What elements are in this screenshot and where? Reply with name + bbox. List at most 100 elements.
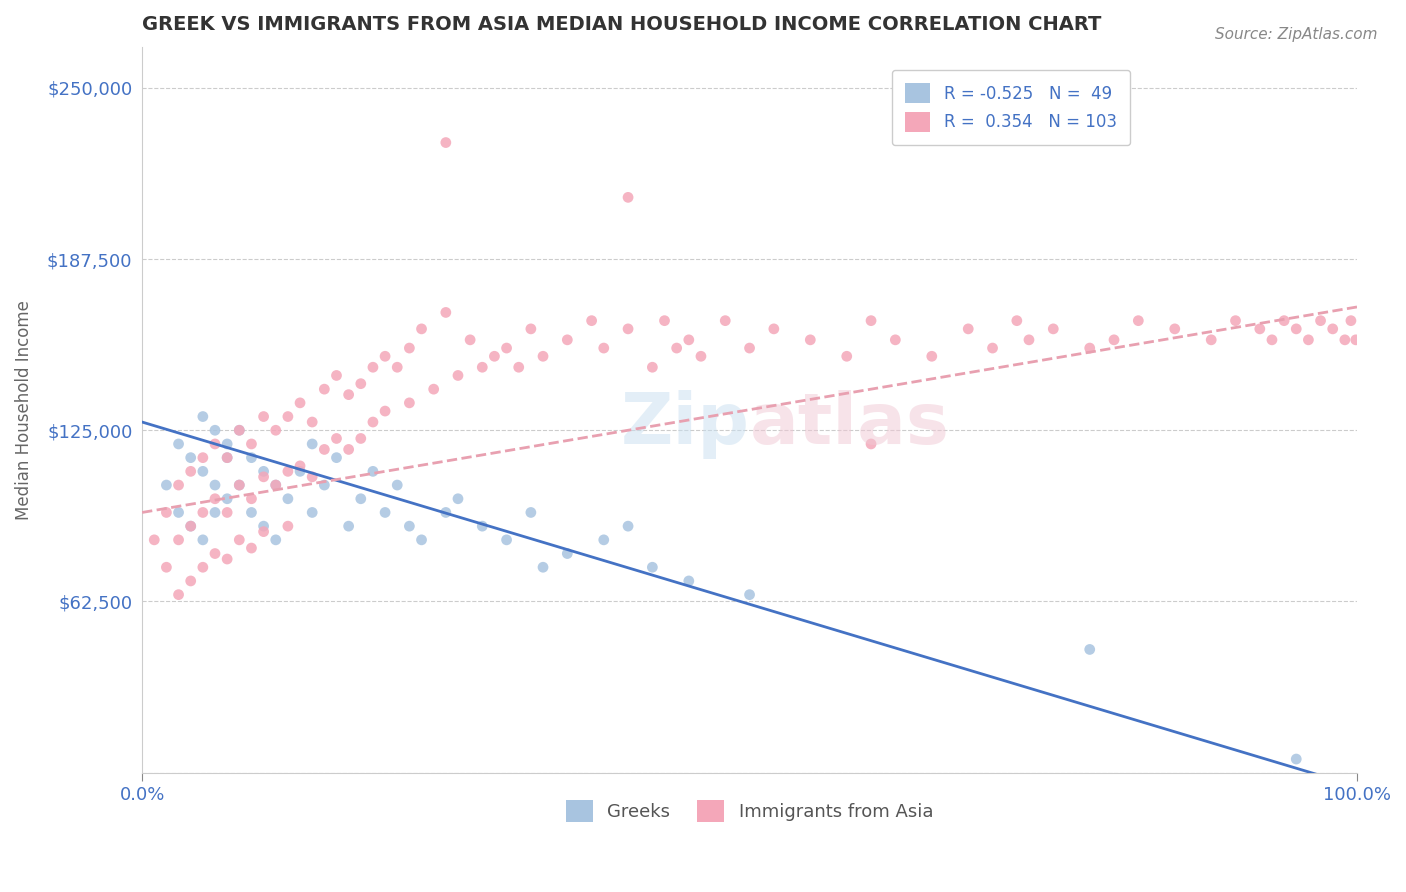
Point — [1225, 313, 1247, 327]
Point — [860, 437, 883, 451]
Point — [277, 491, 299, 506]
Point — [240, 505, 263, 519]
Point — [520, 505, 543, 519]
Point — [143, 533, 166, 547]
Point — [252, 470, 274, 484]
Point — [1261, 333, 1284, 347]
Point — [204, 505, 226, 519]
Point — [678, 574, 700, 588]
Point — [228, 423, 250, 437]
Point — [240, 437, 263, 451]
Point — [738, 341, 761, 355]
Point — [288, 464, 311, 478]
Point — [264, 533, 287, 547]
Point — [180, 519, 202, 533]
Point — [387, 478, 409, 492]
Point — [167, 437, 190, 451]
Point — [228, 478, 250, 492]
Point — [484, 349, 506, 363]
Point — [252, 524, 274, 539]
Point — [1340, 313, 1362, 327]
Point — [350, 491, 373, 506]
Point — [1334, 333, 1357, 347]
Point — [1078, 341, 1101, 355]
Point — [411, 533, 433, 547]
Point — [240, 491, 263, 506]
Point — [411, 322, 433, 336]
Point — [264, 423, 287, 437]
Point — [1005, 313, 1028, 327]
Point — [1322, 322, 1344, 336]
Point — [738, 588, 761, 602]
Point — [957, 322, 980, 336]
Point — [240, 541, 263, 555]
Point — [557, 547, 579, 561]
Point — [762, 322, 785, 336]
Point — [690, 349, 713, 363]
Y-axis label: Median Household Income: Median Household Income — [15, 300, 32, 520]
Point — [398, 519, 420, 533]
Point — [641, 360, 664, 375]
Point — [204, 423, 226, 437]
Point — [981, 341, 1004, 355]
Point — [374, 404, 396, 418]
Point — [387, 360, 409, 375]
Point — [350, 432, 373, 446]
Point — [204, 491, 226, 506]
Point — [1285, 322, 1308, 336]
Point — [252, 464, 274, 478]
Point — [1272, 313, 1295, 327]
Point — [155, 478, 177, 492]
Point — [531, 560, 554, 574]
Point — [314, 382, 336, 396]
Point — [520, 322, 543, 336]
Point — [228, 478, 250, 492]
Point — [167, 478, 190, 492]
Point — [277, 519, 299, 533]
Point — [240, 450, 263, 465]
Point — [325, 368, 347, 383]
Point — [1018, 333, 1040, 347]
Point — [155, 505, 177, 519]
Point — [508, 360, 530, 375]
Point — [860, 313, 883, 327]
Point — [921, 349, 943, 363]
Point — [592, 533, 614, 547]
Point — [325, 450, 347, 465]
Point — [398, 396, 420, 410]
Point — [325, 432, 347, 446]
Point — [337, 387, 360, 401]
Point — [361, 415, 384, 429]
Point — [314, 442, 336, 457]
Point — [288, 396, 311, 410]
Point — [217, 552, 239, 566]
Point — [204, 547, 226, 561]
Point — [1042, 322, 1064, 336]
Point — [228, 423, 250, 437]
Point — [495, 533, 517, 547]
Point — [155, 560, 177, 574]
Point — [1285, 752, 1308, 766]
Point — [191, 560, 214, 574]
Point — [447, 368, 470, 383]
Point — [180, 574, 202, 588]
Point — [665, 341, 688, 355]
Point — [167, 505, 190, 519]
Point — [217, 437, 239, 451]
Point — [217, 505, 239, 519]
Point — [592, 341, 614, 355]
Point — [167, 533, 190, 547]
Point — [447, 491, 470, 506]
Point — [217, 491, 239, 506]
Point — [337, 519, 360, 533]
Point — [581, 313, 603, 327]
Point — [1344, 333, 1367, 347]
Point — [714, 313, 737, 327]
Point — [191, 450, 214, 465]
Point — [374, 505, 396, 519]
Point — [471, 519, 494, 533]
Point — [264, 478, 287, 492]
Point — [654, 313, 676, 327]
Point — [361, 360, 384, 375]
Point — [557, 333, 579, 347]
